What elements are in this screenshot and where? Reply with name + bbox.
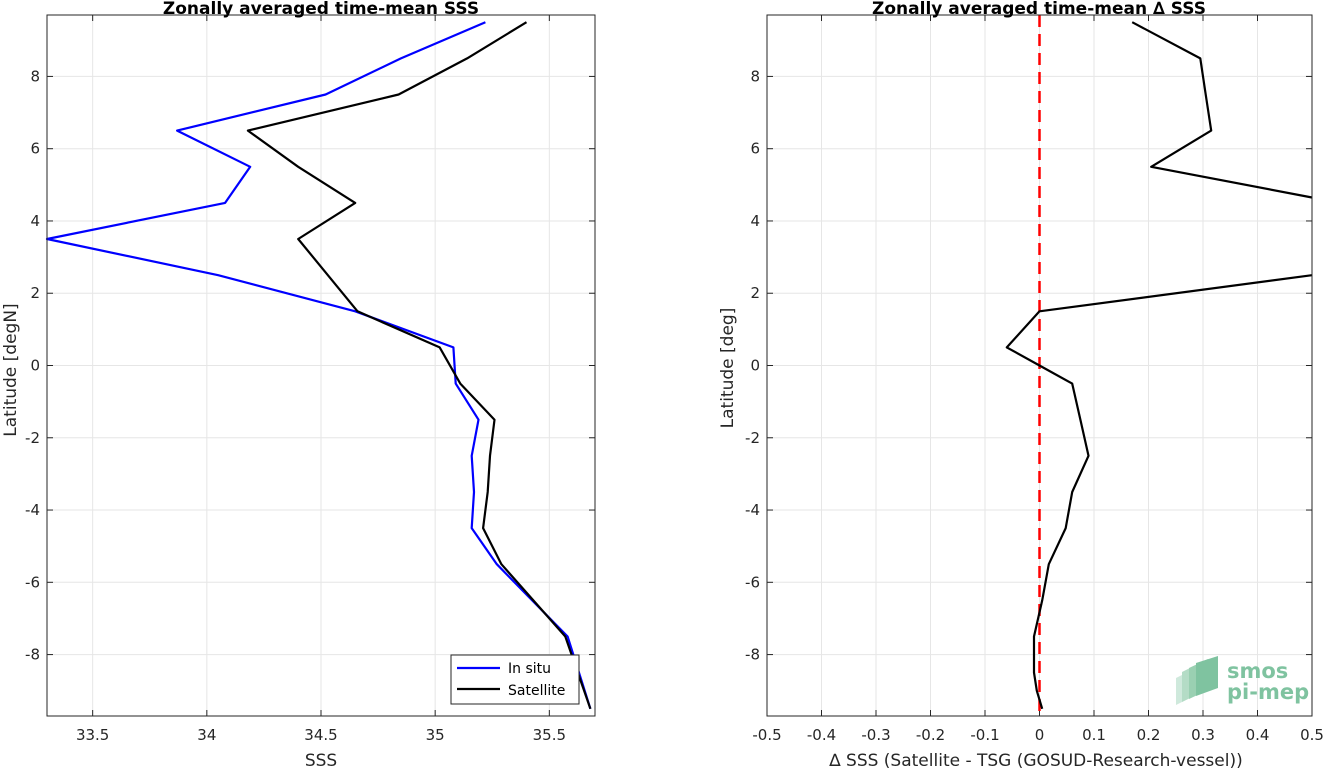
y-tick-label: -2 xyxy=(745,429,760,447)
y-tick-label: 2 xyxy=(750,284,760,302)
x-tick-label: -0.5 xyxy=(752,726,781,744)
x-tick-label: 0 xyxy=(1035,726,1045,744)
logo-waves-icon xyxy=(1176,656,1218,705)
x-tick-label: 0.4 xyxy=(1246,726,1270,744)
y-tick-label: 6 xyxy=(750,140,760,158)
y-tick-label: 6 xyxy=(30,140,40,158)
right-y-tick-labels: -8 -6 -4 -2 0 2 4 6 8 xyxy=(745,67,760,663)
x-tick-label: 0.1 xyxy=(1082,726,1106,744)
left-y-tick-labels: -8 -6 -4 -2 0 2 4 6 8 xyxy=(25,67,40,663)
y-tick-label: -8 xyxy=(745,646,760,664)
left-axes-box xyxy=(46,14,596,717)
y-tick-label: 2 xyxy=(30,284,40,302)
left-x-axis-label: SSS xyxy=(305,751,337,769)
x-tick-label: -0.2 xyxy=(916,726,945,744)
y-tick-label: 8 xyxy=(750,67,760,85)
x-tick-label: 35 xyxy=(426,726,445,744)
right-y-axis-label: Latitude [deg] xyxy=(718,308,738,429)
left-grid xyxy=(47,15,595,716)
y-tick-label: -6 xyxy=(745,573,760,591)
y-tick-label: -4 xyxy=(25,501,40,519)
x-tick-label: 34 xyxy=(197,726,216,744)
x-tick-label: 0.3 xyxy=(1191,726,1215,744)
right-axes-box xyxy=(766,14,1313,717)
legend-box xyxy=(450,654,580,705)
y-tick-label: -4 xyxy=(745,501,760,519)
right-x-tick-labels: -0.5 -0.4 -0.3 -0.2 -0.1 0 0.1 0.2 0.3 0.4 0.5 xyxy=(752,726,1324,744)
right-chart-title: Zonally averaged time-mean ∆ SSS xyxy=(872,0,1206,19)
delta-sss-line-1 xyxy=(1005,274,1313,710)
smos-pimep-logo: smos pi-mep xyxy=(1176,656,1309,705)
left-x-tick-labels: 33.5 34 34.5 35 35.5 xyxy=(76,726,566,744)
right-x-axis-label: ∆ SSS (Satellite - TSG (GOSUD-Research-v… xyxy=(828,751,1243,769)
y-tick-label: -6 xyxy=(25,573,40,591)
x-tick-label: 0.5 xyxy=(1300,726,1324,744)
left-chart-title: Zonally averaged time-mean SSS xyxy=(163,0,479,19)
x-tick-label: 34.5 xyxy=(304,726,337,744)
y-tick-label: 4 xyxy=(750,212,760,230)
x-tick-label: -0.4 xyxy=(807,726,836,744)
y-tick-label: -8 xyxy=(25,646,40,664)
right-chart: -0.5 -0.4 -0.3 -0.2 -0.1 0 0.1 0.2 0.3 0.4 0.5 -8-… xyxy=(718,0,1324,769)
right-series-lines xyxy=(1005,21,1313,710)
y-tick-label: 0 xyxy=(30,357,40,375)
x-tick-label: -0.1 xyxy=(970,726,999,744)
legend: In situ Satellite xyxy=(450,654,580,705)
legend-label-satellite: Satellite xyxy=(508,683,565,699)
y-tick-label: 8 xyxy=(30,67,40,85)
y-tick-label: 0 xyxy=(750,357,760,375)
x-tick-label: 0.2 xyxy=(1137,726,1161,744)
left-y-axis-label: Latitude [degN] xyxy=(1,303,21,436)
x-tick-label: -0.3 xyxy=(861,726,890,744)
delta-sss-line-0 xyxy=(1131,21,1313,199)
in-situ-line-0 xyxy=(45,21,592,710)
left-series-lines xyxy=(45,21,592,710)
satellite-line-1 xyxy=(246,21,592,710)
y-tick-label: 4 xyxy=(30,212,40,230)
logo-line-1: smos xyxy=(1227,659,1288,683)
logo-line-2: pi-mep xyxy=(1227,680,1309,704)
left-chart: 33.5 34 34.5 35 35.5 -8 -6 -4 -2 0 2 4 6 8 Zonally a… xyxy=(1,0,596,769)
legend-label-insitu: In situ xyxy=(508,661,551,677)
x-tick-label: 33.5 xyxy=(76,726,109,744)
x-tick-label: 35.5 xyxy=(533,726,566,744)
y-tick-label: -2 xyxy=(25,429,40,447)
